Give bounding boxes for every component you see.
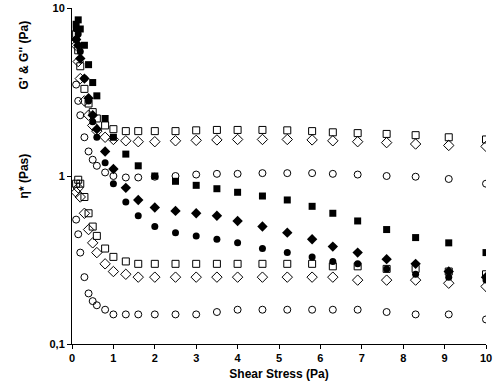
svg-text:4: 4 bbox=[235, 352, 242, 364]
svg-text:5: 5 bbox=[276, 352, 282, 364]
svg-text:0: 0 bbox=[69, 352, 75, 364]
svg-text:3: 3 bbox=[193, 352, 199, 364]
svg-text:8: 8 bbox=[400, 352, 406, 364]
svg-text:G' & G'' (Pa): G' & G'' (Pa) bbox=[17, 21, 31, 90]
svg-text:0,1: 0,1 bbox=[50, 338, 65, 350]
svg-text:Shear Stress (Pa): Shear Stress (Pa) bbox=[229, 367, 328, 381]
svg-text:2: 2 bbox=[152, 352, 158, 364]
svg-text:1: 1 bbox=[59, 170, 65, 182]
svg-text:7: 7 bbox=[359, 352, 365, 364]
svg-text:10: 10 bbox=[480, 352, 492, 364]
svg-text:6: 6 bbox=[317, 352, 323, 364]
svg-text:η* (Pas): η* (Pas) bbox=[17, 154, 31, 199]
svg-text:1: 1 bbox=[110, 352, 116, 364]
svg-text:10: 10 bbox=[53, 2, 65, 14]
svg-text:9: 9 bbox=[442, 352, 448, 364]
